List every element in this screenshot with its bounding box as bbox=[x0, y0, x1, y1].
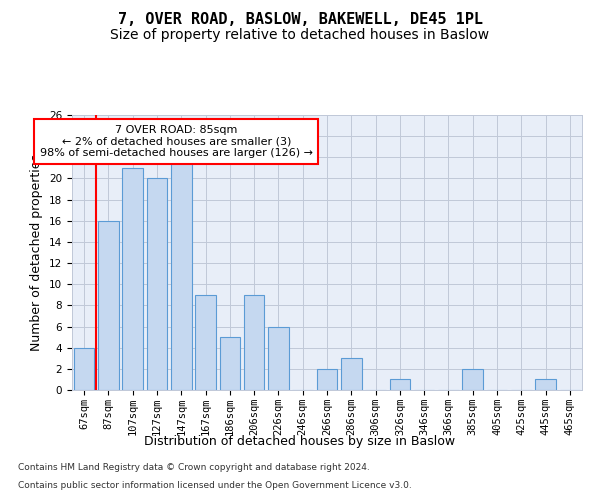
Text: 7 OVER ROAD: 85sqm
← 2% of detached houses are smaller (3)
98% of semi-detached : 7 OVER ROAD: 85sqm ← 2% of detached hous… bbox=[40, 125, 313, 158]
Bar bbox=[171, 158, 191, 390]
Bar bbox=[195, 295, 216, 390]
Bar bbox=[244, 295, 265, 390]
Bar bbox=[220, 337, 240, 390]
Y-axis label: Number of detached properties: Number of detached properties bbox=[31, 154, 43, 351]
Bar bbox=[122, 168, 143, 390]
Bar bbox=[341, 358, 362, 390]
Text: Contains HM Land Registry data © Crown copyright and database right 2024.: Contains HM Land Registry data © Crown c… bbox=[18, 462, 370, 471]
Text: Size of property relative to detached houses in Baslow: Size of property relative to detached ho… bbox=[110, 28, 490, 42]
Bar bbox=[268, 326, 289, 390]
Text: 7, OVER ROAD, BASLOW, BAKEWELL, DE45 1PL: 7, OVER ROAD, BASLOW, BAKEWELL, DE45 1PL bbox=[118, 12, 482, 28]
Bar bbox=[389, 380, 410, 390]
Bar bbox=[74, 348, 94, 390]
Text: Distribution of detached houses by size in Baslow: Distribution of detached houses by size … bbox=[145, 435, 455, 448]
Bar bbox=[463, 369, 483, 390]
Bar bbox=[317, 369, 337, 390]
Bar bbox=[535, 380, 556, 390]
Text: Contains public sector information licensed under the Open Government Licence v3: Contains public sector information licen… bbox=[18, 481, 412, 490]
Bar bbox=[98, 221, 119, 390]
Bar bbox=[146, 178, 167, 390]
